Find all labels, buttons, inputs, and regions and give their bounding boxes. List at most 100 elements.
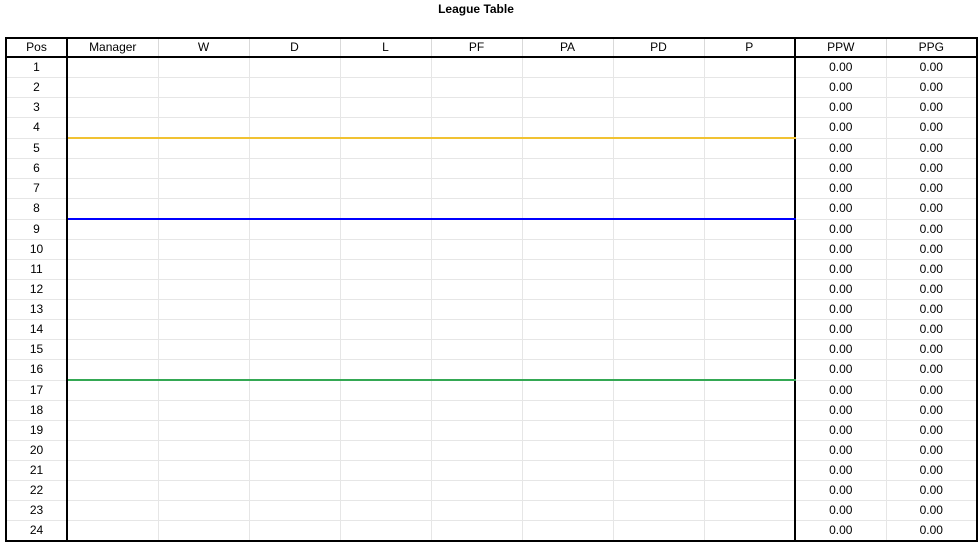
header-pf[interactable]: PF — [430, 37, 523, 58]
cell-ppw[interactable]: 0.00 — [794, 440, 887, 461]
cell-ppg[interactable]: 0.00 — [885, 57, 978, 78]
cell-w[interactable] — [157, 400, 250, 421]
cell-pa[interactable] — [521, 279, 614, 300]
cell-pos[interactable]: 18 — [5, 400, 68, 421]
cell-pa[interactable] — [521, 380, 614, 401]
cell-pf[interactable] — [430, 97, 523, 118]
cell-w[interactable] — [157, 319, 250, 340]
cell-p[interactable] — [703, 359, 796, 381]
cell-ppg[interactable]: 0.00 — [885, 380, 978, 401]
cell-p[interactable] — [703, 117, 796, 139]
cell-ppg[interactable]: 0.00 — [885, 77, 978, 98]
cell-l[interactable] — [339, 440, 432, 461]
cell-p[interactable] — [703, 500, 796, 521]
cell-pa[interactable] — [521, 259, 614, 280]
cell-pos[interactable]: 2 — [5, 77, 68, 98]
cell-w[interactable] — [157, 380, 250, 401]
cell-ppw[interactable]: 0.00 — [794, 380, 887, 401]
cell-pos[interactable]: 6 — [5, 158, 68, 179]
cell-manager[interactable] — [66, 57, 159, 78]
cell-ppg[interactable]: 0.00 — [885, 420, 978, 441]
cell-pa[interactable] — [521, 520, 614, 542]
cell-d[interactable] — [248, 460, 341, 481]
cell-d[interactable] — [248, 57, 341, 78]
cell-pos[interactable]: 1 — [5, 57, 68, 78]
cell-pos[interactable]: 5 — [5, 138, 68, 159]
cell-pa[interactable] — [521, 480, 614, 501]
cell-ppw[interactable]: 0.00 — [794, 259, 887, 280]
header-pa[interactable]: PA — [521, 37, 614, 58]
cell-l[interactable] — [339, 339, 432, 360]
cell-ppw[interactable]: 0.00 — [794, 520, 887, 542]
cell-p[interactable] — [703, 400, 796, 421]
cell-ppg[interactable]: 0.00 — [885, 339, 978, 360]
cell-manager[interactable] — [66, 299, 159, 320]
cell-d[interactable] — [248, 279, 341, 300]
cell-manager[interactable] — [66, 219, 159, 240]
cell-d[interactable] — [248, 380, 341, 401]
cell-l[interactable] — [339, 259, 432, 280]
cell-ppg[interactable]: 0.00 — [885, 219, 978, 240]
cell-pa[interactable] — [521, 97, 614, 118]
cell-w[interactable] — [157, 359, 250, 381]
cell-pd[interactable] — [612, 400, 705, 421]
cell-d[interactable] — [248, 520, 341, 542]
cell-w[interactable] — [157, 339, 250, 360]
cell-d[interactable] — [248, 420, 341, 441]
cell-ppg[interactable]: 0.00 — [885, 178, 978, 199]
cell-pf[interactable] — [430, 138, 523, 159]
cell-pos[interactable]: 14 — [5, 319, 68, 340]
header-p[interactable]: P — [703, 37, 796, 58]
cell-pd[interactable] — [612, 158, 705, 179]
cell-pos[interactable]: 12 — [5, 279, 68, 300]
cell-d[interactable] — [248, 77, 341, 98]
cell-pd[interactable] — [612, 299, 705, 320]
cell-pf[interactable] — [430, 420, 523, 441]
cell-pf[interactable] — [430, 178, 523, 199]
cell-l[interactable] — [339, 279, 432, 300]
cell-pd[interactable] — [612, 460, 705, 481]
cell-manager[interactable] — [66, 239, 159, 260]
cell-manager[interactable] — [66, 77, 159, 98]
cell-l[interactable] — [339, 219, 432, 240]
cell-pf[interactable] — [430, 400, 523, 421]
cell-d[interactable] — [248, 500, 341, 521]
cell-pf[interactable] — [430, 319, 523, 340]
cell-l[interactable] — [339, 299, 432, 320]
cell-w[interactable] — [157, 198, 250, 220]
cell-pos[interactable]: 17 — [5, 380, 68, 401]
cell-manager[interactable] — [66, 178, 159, 199]
cell-pf[interactable] — [430, 299, 523, 320]
cell-pos[interactable]: 7 — [5, 178, 68, 199]
header-w[interactable]: W — [157, 37, 250, 58]
cell-w[interactable] — [157, 500, 250, 521]
cell-pa[interactable] — [521, 460, 614, 481]
cell-ppw[interactable]: 0.00 — [794, 57, 887, 78]
cell-w[interactable] — [157, 239, 250, 260]
cell-ppw[interactable]: 0.00 — [794, 339, 887, 360]
cell-pos[interactable]: 20 — [5, 440, 68, 461]
header-d[interactable]: D — [248, 37, 341, 58]
cell-l[interactable] — [339, 198, 432, 220]
cell-ppw[interactable]: 0.00 — [794, 400, 887, 421]
cell-w[interactable] — [157, 460, 250, 481]
cell-manager[interactable] — [66, 420, 159, 441]
cell-pos[interactable]: 3 — [5, 97, 68, 118]
cell-pf[interactable] — [430, 440, 523, 461]
cell-manager[interactable] — [66, 359, 159, 381]
cell-p[interactable] — [703, 480, 796, 501]
cell-pos[interactable]: 23 — [5, 500, 68, 521]
cell-manager[interactable] — [66, 500, 159, 521]
header-pd[interactable]: PD — [612, 37, 705, 58]
cell-pf[interactable] — [430, 158, 523, 179]
cell-pa[interactable] — [521, 117, 614, 139]
cell-d[interactable] — [248, 319, 341, 340]
cell-ppg[interactable]: 0.00 — [885, 138, 978, 159]
cell-l[interactable] — [339, 460, 432, 481]
cell-pa[interactable] — [521, 440, 614, 461]
cell-pd[interactable] — [612, 520, 705, 542]
cell-pf[interactable] — [430, 480, 523, 501]
cell-ppg[interactable]: 0.00 — [885, 198, 978, 220]
cell-l[interactable] — [339, 400, 432, 421]
cell-p[interactable] — [703, 57, 796, 78]
